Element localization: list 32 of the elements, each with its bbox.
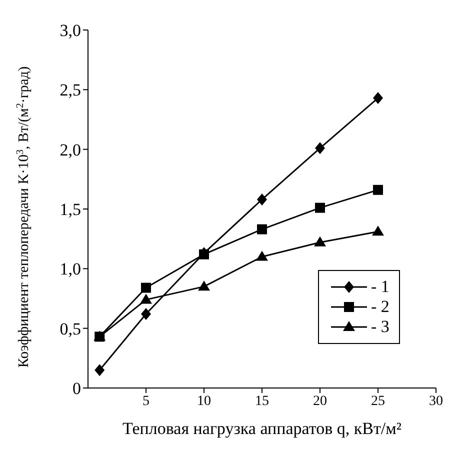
x-tick-label: 30 [429, 394, 443, 409]
point [373, 184, 383, 195]
point [314, 236, 326, 246]
point [199, 249, 209, 260]
point [257, 193, 267, 206]
y-tick-label: 0,5 [60, 319, 81, 338]
y-tick-label: 1,0 [60, 260, 81, 279]
point [315, 142, 325, 154]
x-tick-label: 15 [255, 394, 269, 409]
x-axis-title: Тепловая нагрузка аппаратов q, кВт/м² [122, 419, 402, 438]
point [373, 92, 383, 104]
x-tick-label: 25 [371, 394, 385, 409]
point [141, 308, 151, 320]
y-tick-label: 0 [72, 379, 81, 398]
y-tick-label: 3,0 [60, 21, 81, 40]
point [372, 226, 384, 236]
legend-label: - 2 [371, 297, 390, 317]
x-tick-label: 10 [197, 394, 211, 409]
point [256, 250, 268, 261]
x-tick-label: 20 [313, 394, 327, 409]
legend-label: - 3 [371, 317, 390, 337]
y-tick-label: 1,5 [60, 200, 81, 220]
point [140, 294, 152, 304]
legend-label: - 1 [371, 277, 390, 297]
point [198, 280, 210, 291]
x-tick-label: 5 [142, 394, 150, 409]
y-tick-label: 2,5 [60, 80, 81, 100]
point [141, 282, 151, 293]
point [94, 364, 105, 376]
point [257, 224, 267, 234]
point [315, 202, 325, 213]
y-tick-label: 2,0 [60, 140, 81, 160]
